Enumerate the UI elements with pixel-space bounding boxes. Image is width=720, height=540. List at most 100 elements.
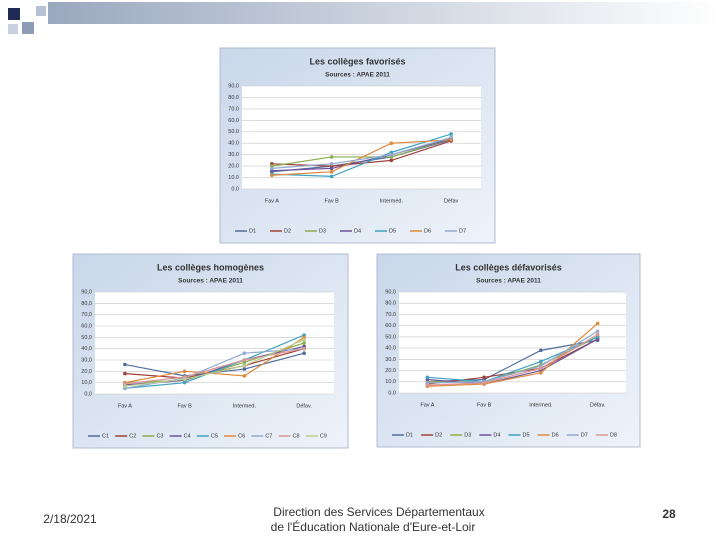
y-tick-label: 30.0 [385, 357, 396, 363]
x-tick-label: Intermed. [529, 402, 553, 408]
data-point [595, 332, 600, 337]
chart-subtitle: Sources : APAE 2011 [178, 278, 243, 285]
y-tick-label: 0.0 [231, 186, 239, 192]
x-tick-label: Fav B [177, 403, 192, 409]
series-line [124, 336, 305, 384]
data-point [302, 337, 306, 342]
x-tick-label: Intermed. [233, 403, 257, 409]
y-tick-label: 10.0 [228, 175, 239, 181]
x-tick-label: Défav. [590, 402, 606, 408]
x-tick-label: Fav A [420, 402, 434, 408]
y-tick-label: 30.0 [228, 152, 239, 158]
chart-title: Les collèges défavorisés [455, 262, 562, 272]
y-tick-label: 90.0 [385, 289, 396, 295]
legend-label: D3 [319, 228, 326, 234]
data-point [389, 158, 394, 163]
plot-area [242, 86, 481, 189]
y-tick-label: 30,0 [81, 357, 92, 363]
series-line [427, 330, 598, 384]
legend-label: D5 [389, 228, 396, 234]
y-tick-label: 80.0 [385, 301, 396, 307]
data-point [123, 384, 127, 388]
y-tick-label: 80.0 [228, 95, 239, 101]
data-point [329, 170, 334, 174]
y-tick-label: 20.0 [385, 368, 396, 374]
data-point [425, 375, 430, 380]
legend-label: C1 [102, 433, 109, 439]
y-tick-label: 20.0 [228, 164, 239, 170]
data-point [329, 162, 334, 166]
footer-date: 2/18/2021 [43, 512, 97, 526]
x-tick-label: Fav B [477, 402, 492, 408]
legend-label: C7 [265, 433, 272, 439]
data-point [123, 371, 127, 376]
data-point [449, 132, 453, 136]
data-point [449, 135, 453, 140]
legend-label: D1 [249, 228, 256, 234]
y-tick-label: 60.0 [385, 323, 396, 329]
y-tick-label: 90.0 [228, 83, 239, 89]
legend-label: D7 [459, 228, 466, 234]
y-tick-label: 20,0 [81, 369, 92, 375]
data-point [302, 351, 306, 356]
chart: Les collèges homogènes Sources : APAE 201… [72, 253, 349, 449]
deco-square [22, 22, 34, 34]
data-point [182, 369, 187, 374]
data-point [270, 166, 274, 171]
data-point [242, 351, 247, 356]
data-point [329, 166, 334, 171]
deco-square [8, 24, 18, 34]
data-point [329, 174, 334, 179]
data-point [242, 358, 247, 362]
data-point [242, 374, 247, 378]
legend-label: C6 [238, 433, 245, 439]
data-point [539, 359, 543, 364]
data-point [539, 348, 543, 353]
data-point [123, 362, 127, 367]
y-tick-label: 80,0 [81, 301, 92, 307]
data-point [329, 155, 334, 159]
data-point [482, 381, 486, 385]
legend-label: D5 [523, 432, 530, 438]
data-point [389, 152, 394, 157]
legend-label: D1 [406, 432, 413, 438]
chart-title: Les collèges homogènes [157, 262, 264, 272]
data-point [242, 367, 247, 371]
legend-label: C2 [129, 433, 136, 439]
legend-label: C9 [320, 433, 327, 439]
charts: Les collèges favorisés Sources : APAE 201… [72, 47, 641, 449]
page-number: 28 [662, 507, 676, 521]
series-line [271, 133, 452, 178]
y-tick-label: 0,0 [84, 391, 92, 397]
chart-subtitle: Sources : APAE 2011 [325, 72, 390, 79]
y-tick-label: 0.0 [388, 390, 396, 396]
y-tick-label: 60,0 [81, 323, 92, 329]
y-tick-label: 40.0 [385, 346, 396, 352]
y-tick-label: 70.0 [385, 312, 396, 318]
data-point [270, 173, 274, 178]
plot-area [95, 292, 334, 394]
legend-label: D7 [581, 432, 588, 438]
y-tick-label: 10.0 [385, 379, 396, 385]
legend-label: C8 [293, 433, 300, 439]
chart-subtitle: Sources : APAE 2011 [476, 278, 541, 285]
chart: Les collèges favorisés Sources : APAE 201… [219, 47, 496, 244]
y-tick-label: 70,0 [81, 312, 92, 318]
legend-label: D6 [424, 228, 431, 234]
deco-square [36, 6, 46, 16]
y-tick-label: 50.0 [228, 129, 239, 135]
series-line [124, 339, 305, 387]
data-point [539, 371, 543, 375]
data-point [482, 375, 486, 380]
footer-org: de l'Éducation Nationale d'Eure-et-Loir [271, 519, 476, 534]
legend-label: D2 [435, 432, 442, 438]
legend-label: D2 [284, 228, 291, 234]
x-tick-label: Fav B [324, 198, 339, 204]
data-point [595, 321, 600, 326]
data-point [539, 366, 543, 371]
y-tick-label: 60.0 [228, 118, 239, 124]
series-line [271, 140, 452, 167]
header-band [48, 2, 720, 24]
